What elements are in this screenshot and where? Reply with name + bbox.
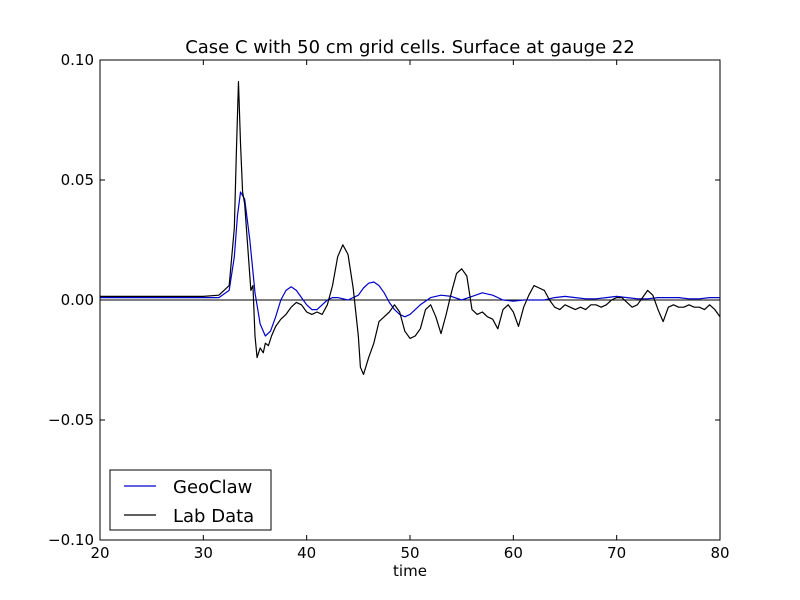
y-tick-label: −0.10 (48, 531, 94, 549)
x-axis-label: time (393, 562, 427, 580)
x-tick-label: 80 (710, 544, 729, 562)
y-axis-ticks: −0.10 −0.05 0.00 0.05 0.10 (48, 51, 720, 549)
series-layer (100, 81, 720, 375)
y-tick-label: 0.05 (61, 171, 94, 189)
x-tick-label: 70 (607, 544, 626, 562)
x-tick-label: 30 (194, 544, 213, 562)
x-tick-label: 50 (400, 544, 419, 562)
series-line-lab-data (100, 81, 720, 375)
y-tick-label: 0.00 (61, 291, 94, 309)
legend: GeoClaw Lab Data (109, 469, 272, 531)
x-tick-label: 60 (504, 544, 523, 562)
plot-area (99, 59, 721, 541)
x-tick-label: 40 (297, 544, 316, 562)
legend-label-geoclaw: GeoClaw (173, 477, 252, 498)
x-axis-ticks: 20 30 40 50 60 70 80 (90, 60, 730, 562)
legend-label-lab-data: Lab Data (173, 506, 254, 527)
chart-title: Case C with 50 cm grid cells. Surface at… (185, 37, 635, 58)
legend-box (109, 469, 272, 531)
series-line-geoclaw (100, 191, 720, 337)
x-tick-label: 20 (90, 544, 109, 562)
y-tick-label: −0.05 (48, 411, 94, 429)
y-tick-label: 0.10 (61, 51, 94, 69)
